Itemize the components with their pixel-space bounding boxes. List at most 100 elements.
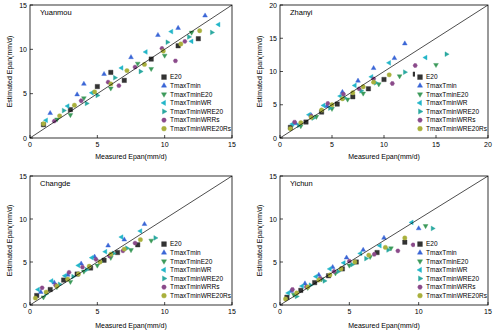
point [371, 80, 375, 84]
x-tick-label: 5 [347, 308, 351, 315]
point [210, 30, 214, 35]
x-tick-label: 5 [95, 308, 99, 315]
point [299, 284, 303, 289]
point [95, 264, 100, 268]
x-tick [418, 302, 419, 305]
plot-frame [30, 176, 232, 305]
y-tick-label: 10 [269, 68, 277, 75]
y-tick-label: 15 [269, 35, 277, 42]
point [326, 102, 330, 106]
point [321, 103, 325, 108]
legend-marker [419, 109, 424, 114]
point [35, 287, 39, 292]
y-tick-label: 10 [19, 46, 27, 53]
legend-label: TmaxTmin [426, 249, 457, 256]
point [139, 69, 143, 74]
figure: 051015051015Measured Epan(mm/d)Estimated… [0, 0, 500, 333]
x-tick [349, 302, 350, 305]
x-axis-label: Measured Epan(mm/d) [95, 322, 167, 330]
y-tick [280, 71, 283, 72]
x-tick [97, 302, 98, 305]
legend-marker [161, 260, 166, 265]
y-tick [30, 262, 33, 263]
point [431, 226, 435, 231]
point [92, 90, 96, 94]
y-tick-label: 15 [269, 173, 277, 180]
x-tick-label: 15 [432, 141, 440, 148]
x-axis-label: Measured Epan(mm/d) [348, 153, 420, 161]
legend-marker [417, 93, 422, 98]
point [183, 39, 187, 43]
series [35, 229, 141, 292]
legend-label: TmaxTminWRE20Rs [170, 125, 232, 132]
legend-marker [419, 276, 424, 281]
y-tick-label: 0 [273, 135, 277, 142]
legend-marker [417, 260, 422, 265]
x-tick [436, 135, 437, 138]
legend-label: TmaxTminWRE20 [426, 275, 479, 282]
legend-label: TmaxTminE20 [170, 91, 213, 98]
point [119, 235, 123, 240]
point [138, 229, 142, 234]
legend-marker [162, 118, 167, 122]
point [109, 70, 113, 74]
x-tick-label: 0 [278, 308, 282, 315]
point [80, 265, 84, 269]
point [383, 245, 387, 249]
y-tick [280, 176, 283, 177]
reference-line [30, 5, 232, 138]
series [45, 236, 158, 297]
point [387, 73, 391, 77]
point [122, 78, 126, 82]
point [382, 235, 387, 239]
point [203, 13, 208, 17]
series [286, 220, 414, 295]
series [289, 226, 421, 293]
point [85, 101, 89, 106]
y-tick-label: 5 [273, 101, 277, 108]
point [154, 236, 158, 241]
point [396, 249, 400, 253]
point [445, 52, 449, 57]
point [41, 122, 45, 126]
point [361, 247, 366, 251]
point [386, 60, 390, 65]
point [344, 255, 349, 259]
legend-label: TmaxTminWRE20 [426, 108, 479, 115]
x-tick [488, 302, 489, 305]
y-tick [280, 219, 283, 220]
reference-line [280, 176, 488, 305]
point [397, 75, 402, 79]
y-tick-label: 5 [273, 259, 277, 266]
legend-label: TmaxTminWRE20Rs [426, 292, 488, 299]
x-tick [164, 302, 165, 305]
point [188, 35, 192, 40]
point [106, 243, 111, 247]
legend-label: E20 [170, 73, 182, 80]
y-tick [30, 219, 33, 220]
plot-area [30, 176, 232, 305]
plot-area [30, 5, 232, 138]
point [353, 260, 357, 264]
panel: 051015051015Measured Epan(mm/d)Estimated… [256, 173, 492, 331]
legend-label: E20 [426, 73, 438, 80]
legend-marker [418, 75, 423, 80]
point [95, 84, 99, 88]
plot-frame [280, 176, 488, 305]
legend-label: TmaxTmin [170, 249, 201, 256]
point [94, 258, 98, 262]
x-tick-label: 10 [161, 141, 169, 148]
panel-title: Changde [40, 179, 70, 188]
legend-marker [161, 100, 166, 105]
point [382, 77, 386, 81]
point [133, 65, 137, 69]
y-tick-label: 15 [19, 173, 27, 180]
legend-label: TmaxTminWRRs [426, 116, 476, 123]
x-tick-label: 15 [228, 308, 236, 315]
reference-line [280, 5, 488, 138]
x-tick-label: 15 [484, 308, 492, 315]
point [99, 260, 103, 265]
y-tick [30, 5, 33, 6]
legend-marker [417, 100, 422, 105]
series [41, 239, 153, 300]
